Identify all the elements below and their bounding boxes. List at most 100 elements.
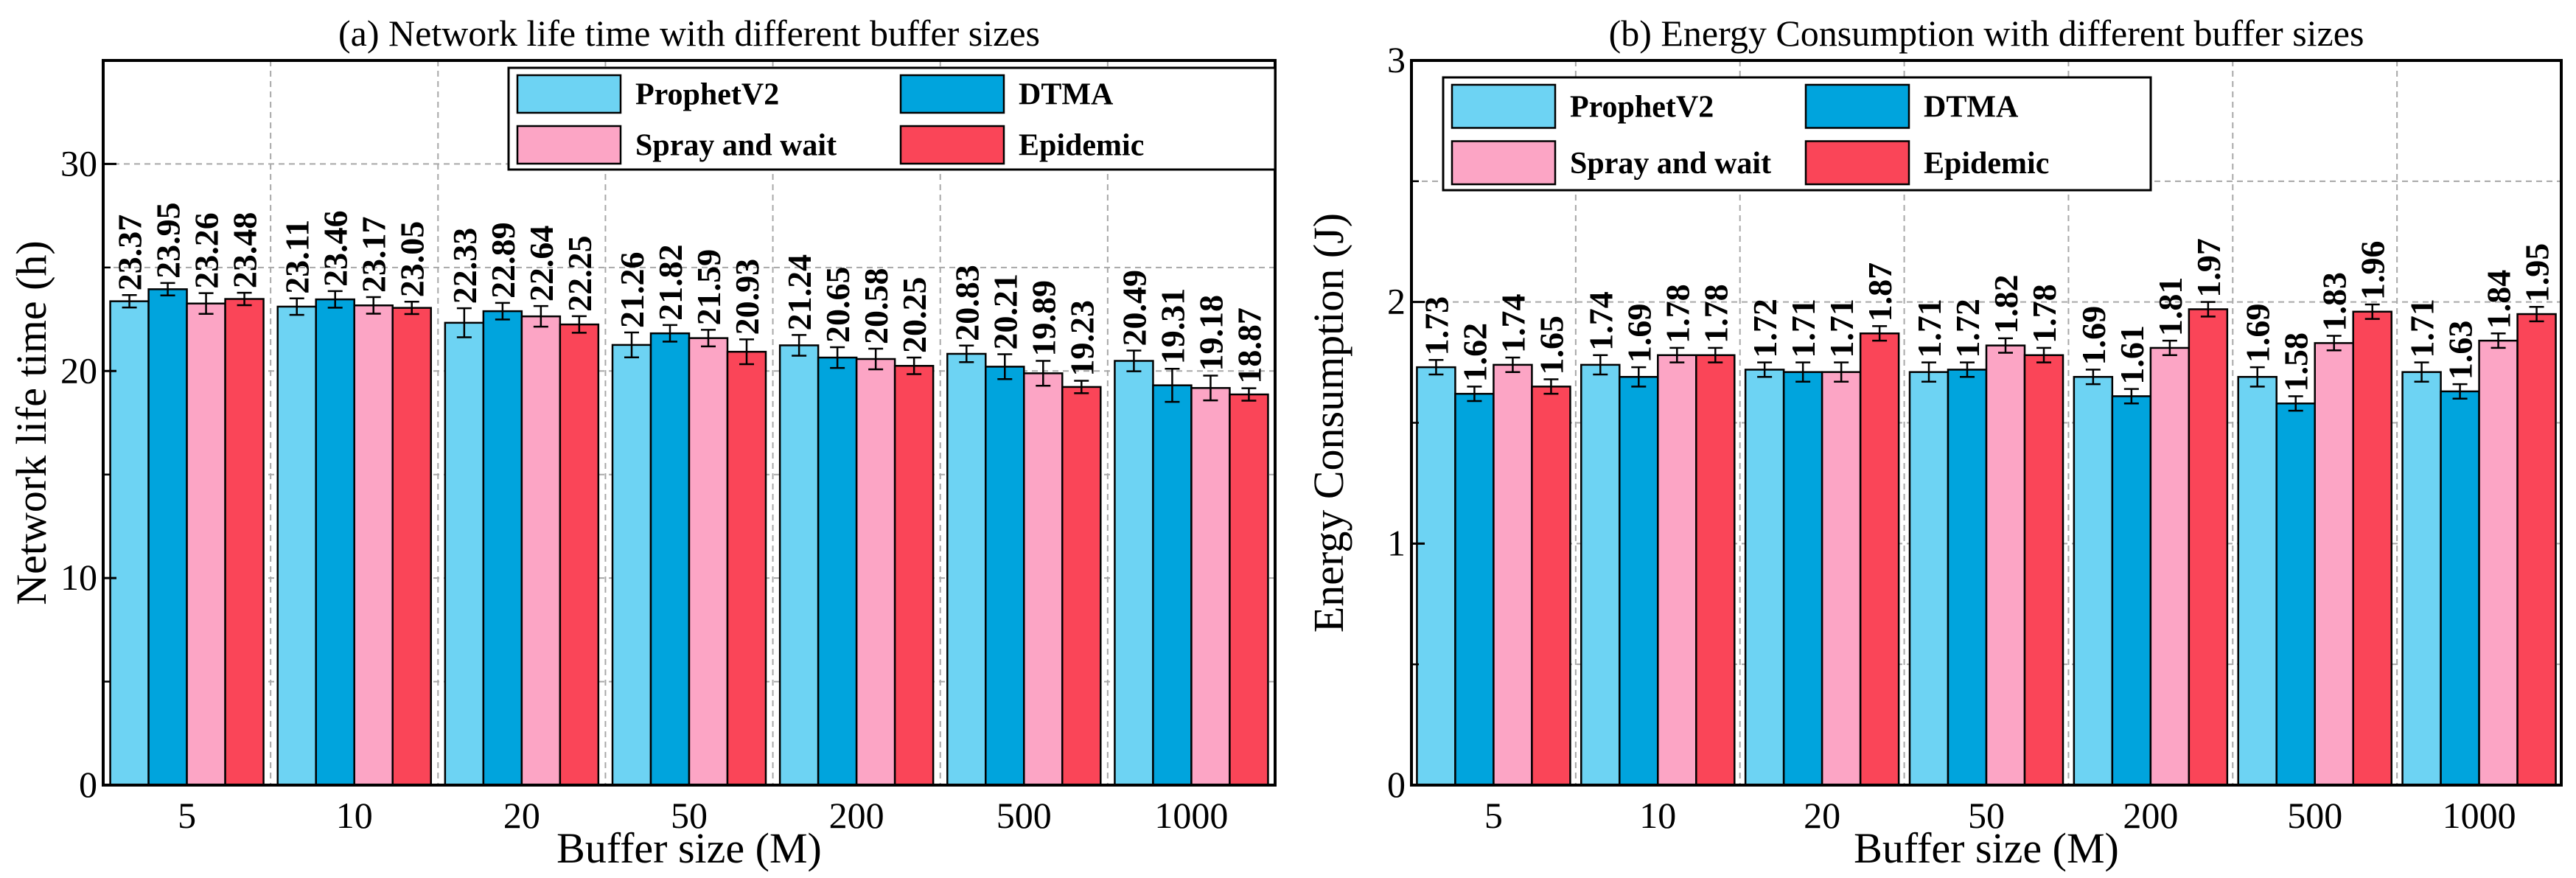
data-label-epidemic-5: 1.65 (1532, 316, 1570, 375)
bar-prophetv2-20 (1744, 369, 1785, 787)
bar-prophetv2-500 (2237, 375, 2277, 787)
bar-spray-and-wait-50 (688, 337, 729, 787)
data-label-dtma-50: 21.82 (652, 244, 689, 321)
data-label-spray-and-wait-20: 1.71 (1823, 299, 1860, 358)
data-label-dtma-10: 23.46 (317, 210, 355, 287)
data-label-dtma-20: 22.89 (484, 222, 522, 299)
bar-prophetv2-5 (109, 300, 150, 787)
legend: ProphetV2 DTMA Spray and wait Epidemic (1442, 76, 2152, 192)
bar-prophetv2-200 (778, 344, 820, 787)
y-axis-label: Energy Consumption (J) (1305, 213, 1352, 633)
data-label-dtma-1000: 1.63 (2442, 321, 2479, 380)
bar-epidemic-200 (2188, 308, 2229, 787)
x-tick-label: 20 (503, 795, 540, 836)
chart-network-life-time: 23.37 23.95 23.26 23.48 5 23.11 23.46 23.17 23.0… (7, 13, 1277, 872)
bar-dtma-200 (2111, 395, 2152, 787)
y-axis-label: Network life time (h) (7, 240, 55, 605)
bar-epidemic-10 (1695, 354, 1736, 787)
legend: ProphetV2 DTMA Spray and wait Epidemic (507, 66, 1277, 171)
chart-title: (a) Network life time with different buf… (338, 13, 1040, 54)
data-label-epidemic-200: 20.25 (896, 277, 933, 354)
data-label-prophetv2-50: 1.71 (1910, 299, 1948, 358)
x-tick-label: 50 (671, 795, 708, 836)
data-label-prophetv2-20: 22.33 (446, 228, 484, 304)
data-label-dtma-500: 20.21 (986, 273, 1024, 350)
bar-spray-and-wait-5 (186, 302, 226, 787)
legend-label-epidemic: Epidemic (1019, 129, 1144, 163)
bar-spray-and-wait-1000 (1190, 387, 1231, 787)
bar-spray-and-wait-200 (855, 358, 896, 787)
bar-epidemic-200 (893, 365, 935, 787)
bar-epidemic-500 (1061, 386, 1102, 787)
y-tick-label: 30 (60, 142, 97, 184)
chart-title: (b) Energy Consumption with different bu… (1609, 13, 2364, 54)
bar-prophetv2-5 (1416, 366, 1456, 787)
bar-spray-and-wait-50 (1985, 344, 2026, 787)
bar-dtma-1000 (2440, 390, 2480, 787)
data-label-spray-and-wait-50: 21.59 (690, 249, 727, 326)
legend-label-spray-and-wait: Spray and wait (1570, 147, 1771, 181)
bar-prophetv2-200 (2073, 375, 2114, 787)
bar-prophetv2-10 (276, 305, 317, 787)
data-label-spray-and-wait-500: 19.89 (1025, 280, 1062, 357)
bar-dtma-20 (482, 310, 523, 787)
bar-epidemic-1000 (2516, 313, 2557, 787)
legend-label-prophetv2: ProphetV2 (635, 78, 779, 112)
data-label-prophetv2-200: 1.69 (2075, 306, 2112, 366)
legend-box (507, 66, 1277, 171)
bar-dtma-50 (649, 332, 691, 787)
data-label-dtma-10: 1.69 (1620, 304, 1658, 363)
plot-frame (1410, 59, 2563, 787)
bar-epidemic-50 (726, 350, 767, 787)
legend-swatch-spray-and-wait (1451, 140, 1557, 186)
x-axis-label: Buffer size (M) (1854, 824, 2119, 872)
data-label-epidemic-50: 20.93 (728, 259, 766, 335)
data-label-prophetv2-200: 21.24 (781, 254, 818, 331)
data-label-spray-and-wait-5: 1.74 (1494, 294, 1532, 354)
data-label-prophetv2-5: 23.37 (111, 215, 149, 290)
y-tick-label: 2 (1387, 281, 1406, 322)
x-tick-label: 20 (1804, 795, 1840, 836)
data-label-dtma-50: 1.72 (1949, 299, 1986, 358)
x-tick-label: 500 (2287, 795, 2342, 836)
data-label-epidemic-10: 23.05 (394, 221, 431, 298)
data-label-epidemic-1000: 1.95 (2519, 243, 2556, 303)
data-label-dtma-1000: 19.31 (1153, 288, 1191, 365)
bar-prophetv2-1000 (2401, 371, 2442, 787)
data-label-prophetv2-10: 1.74 (1582, 291, 1619, 351)
y-tick-label: 3 (1387, 39, 1406, 80)
bar-prophetv2-500 (946, 352, 987, 787)
data-label-epidemic-200: 1.97 (2190, 238, 2227, 298)
legend-label-dtma: DTMA (1019, 78, 1114, 112)
legend-label-prophetv2: ProphetV2 (1570, 90, 1714, 124)
data-label-spray-and-wait-50: 1.82 (1987, 274, 2025, 334)
data-label-epidemic-50: 1.78 (2025, 284, 2063, 344)
bar-spray-and-wait-5 (1493, 363, 1533, 787)
data-label-dtma-200: 20.65 (819, 266, 856, 343)
data-label-epidemic-5: 23.48 (226, 212, 264, 289)
bar-spray-and-wait-500 (2314, 342, 2354, 787)
bar-dtma-1000 (1152, 384, 1193, 787)
x-tick-label: 50 (1968, 795, 2005, 836)
legend-label-spray-and-wait: Spray and wait (635, 129, 837, 163)
data-label-epidemic-500: 19.23 (1063, 300, 1100, 377)
data-label-spray-and-wait-5: 23.26 (188, 212, 226, 289)
bar-spray-and-wait-10 (353, 304, 394, 787)
x-tick-label: 200 (2123, 795, 2178, 836)
x-tick-label: 1000 (2443, 795, 2516, 836)
bar-epidemic-5 (1531, 386, 1571, 787)
legend-swatch-epidemic (899, 125, 1005, 165)
legend-swatch-dtma (1804, 83, 1910, 129)
data-label-spray-and-wait-20: 22.64 (523, 226, 560, 302)
data-label-spray-and-wait-10: 1.78 (1658, 284, 1696, 344)
legend-label-dtma: DTMA (1924, 90, 2019, 124)
bar-spray-and-wait-20 (1821, 371, 1862, 787)
bar-epidemic-20 (559, 323, 600, 787)
data-label-spray-and-wait-1000: 1.84 (2480, 270, 2518, 330)
data-label-prophetv2-10: 23.11 (279, 220, 316, 294)
legend-swatch-epidemic (1804, 140, 1910, 186)
bar-dtma-50 (1947, 369, 1988, 787)
bar-dtma-5 (147, 288, 188, 787)
data-label-spray-and-wait-10: 23.17 (355, 217, 393, 293)
